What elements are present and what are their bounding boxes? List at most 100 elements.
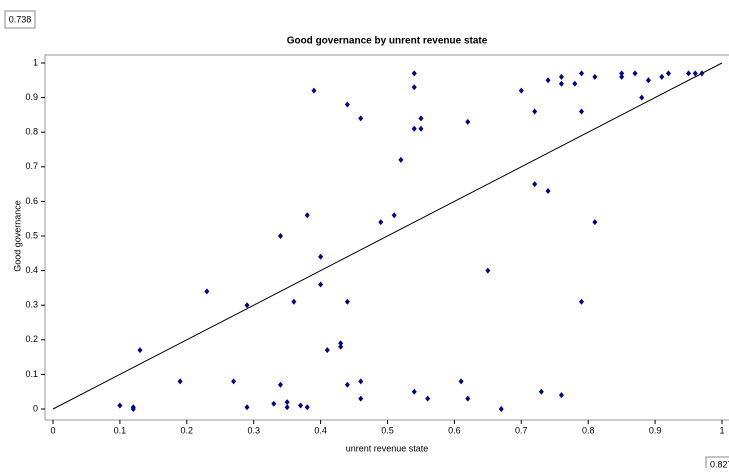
y-tick-label: 0.2 <box>25 334 38 344</box>
x-tick-label: 0.3 <box>247 425 260 435</box>
point <box>231 378 237 385</box>
corner-label: 0.738 <box>9 14 32 24</box>
point <box>117 402 123 409</box>
point <box>291 298 297 305</box>
point <box>485 267 491 274</box>
plot-frame <box>44 54 729 421</box>
y-tick-label: 0 <box>33 403 38 413</box>
x-tick-label: 0 <box>50 425 55 435</box>
corner-label: 0.827 <box>710 459 729 468</box>
x-tick-label: 0.1 <box>114 425 127 435</box>
point <box>592 73 598 80</box>
x-tick-label: 0.9 <box>649 425 662 435</box>
y-tick-label: 0.7 <box>25 161 38 171</box>
point <box>558 392 564 399</box>
point <box>659 73 665 80</box>
chart-title: Good governance by unrent revenue state <box>287 36 488 47</box>
point <box>358 378 364 385</box>
point <box>699 70 705 77</box>
point <box>358 395 364 402</box>
x-tick-label: 0.7 <box>515 425 528 435</box>
point <box>458 378 464 385</box>
point <box>579 108 585 115</box>
y-tick-label: 1 <box>33 57 38 67</box>
point <box>418 115 424 122</box>
point <box>271 400 277 407</box>
point <box>558 73 564 80</box>
point <box>298 402 304 409</box>
point <box>204 288 210 295</box>
point <box>311 87 317 94</box>
y-tick-label: 0.3 <box>25 300 38 310</box>
point <box>411 125 417 132</box>
point <box>304 212 310 219</box>
point <box>244 302 250 309</box>
point <box>665 70 671 77</box>
point <box>244 404 250 411</box>
point <box>532 108 538 115</box>
point <box>465 118 471 125</box>
point <box>545 77 551 84</box>
point <box>358 115 364 122</box>
point <box>344 298 350 305</box>
point <box>137 347 143 354</box>
x-tick-label: 0.4 <box>314 425 327 435</box>
point <box>418 125 424 132</box>
point <box>177 378 183 385</box>
point <box>411 388 417 395</box>
point <box>518 87 524 94</box>
point <box>579 298 585 305</box>
point <box>378 219 384 226</box>
point <box>318 281 324 288</box>
point <box>686 70 692 77</box>
point <box>338 340 344 347</box>
point <box>498 406 504 412</box>
y-tick-label: 0.5 <box>25 230 38 240</box>
y-tick-label: 0.4 <box>25 265 38 275</box>
y-tick-label: 0.9 <box>25 92 38 102</box>
point <box>619 73 625 80</box>
point <box>538 388 544 395</box>
point <box>324 347 330 354</box>
point <box>579 70 585 77</box>
x-tick-label: 0.8 <box>582 425 595 435</box>
point <box>411 70 417 77</box>
x-tick-label: 0.6 <box>448 425 461 435</box>
point <box>639 94 645 101</box>
x-tick-label: 0.5 <box>381 425 394 435</box>
y-tick-label: 0.1 <box>25 369 38 379</box>
corner-box <box>4 10 36 29</box>
x-tick-label: 1 <box>719 425 724 435</box>
point <box>465 395 471 402</box>
point <box>632 70 638 77</box>
point <box>532 181 538 188</box>
x-axis-label: unrent revenue state <box>346 443 429 453</box>
y-tick-label: 0.8 <box>25 127 38 137</box>
point <box>344 381 350 388</box>
point <box>277 381 283 388</box>
point <box>558 80 564 87</box>
y-axis-label: Good governance <box>12 200 22 272</box>
point <box>284 399 290 406</box>
point <box>425 395 431 402</box>
x-tick-label: 0.2 <box>181 425 194 435</box>
point <box>304 404 310 411</box>
point <box>592 219 598 226</box>
point <box>545 188 551 195</box>
point <box>130 406 136 412</box>
point <box>344 101 350 108</box>
point <box>398 156 404 163</box>
point <box>338 343 344 350</box>
point <box>645 77 651 84</box>
point <box>572 80 578 87</box>
fit-line <box>52 62 723 410</box>
y-tick-label: 0.6 <box>25 196 38 206</box>
point <box>284 404 290 411</box>
point <box>692 70 698 77</box>
point <box>318 253 324 260</box>
point <box>619 70 625 77</box>
point <box>277 233 283 239</box>
point <box>391 212 397 219</box>
point <box>411 84 417 91</box>
